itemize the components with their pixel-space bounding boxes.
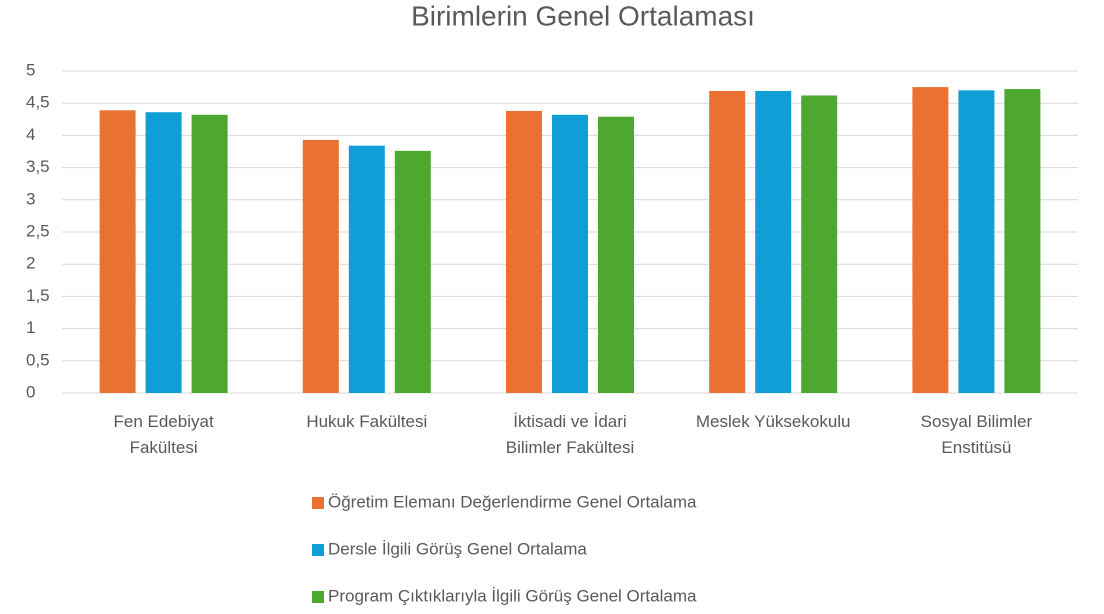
legend-swatch	[312, 544, 324, 556]
legend-swatch	[312, 497, 324, 509]
legend-label: Program Çıktıklarıyla İlgili Görüş Genel…	[328, 586, 697, 605]
x-tick-label: İktisadi ve İdari Bilimler Fakültesi	[505, 412, 635, 457]
y-tick-label: 3	[26, 189, 35, 208]
x-tick-label: Sosyal Bilimler Enstitüsü	[920, 412, 1033, 457]
legend-label: Öğretim Elemanı Değerlendirme Genel Orta…	[328, 492, 697, 511]
bar	[348, 145, 385, 393]
bar	[506, 110, 542, 393]
y-tick-label: 3,5	[26, 157, 50, 176]
bar	[709, 90, 746, 394]
legend-swatch	[312, 591, 324, 603]
bar	[552, 114, 588, 394]
y-tick-label: 5	[26, 60, 35, 79]
bar	[598, 116, 634, 393]
y-tick-label: 4	[26, 125, 35, 144]
y-tick-label: 1,5	[26, 286, 50, 305]
x-tick-label: Fen Edebiyat Fakültesi	[113, 412, 214, 457]
y-tick-label: 4,5	[26, 93, 50, 112]
bar	[755, 90, 792, 394]
bar	[1004, 89, 1041, 394]
y-tick-label: 0,5	[26, 350, 50, 369]
bar	[958, 90, 995, 393]
bar	[302, 139, 339, 393]
y-tick-label: 1	[26, 318, 35, 337]
legend-label: Dersle İlgili Görüş Genel Ortalama	[328, 539, 587, 558]
chart-title: Birimlerin Genel Ortalaması	[411, 0, 755, 31]
bar	[191, 114, 228, 394]
y-tick-label: 2	[26, 254, 35, 273]
y-tick-label: 0	[26, 382, 35, 401]
bar	[145, 112, 182, 393]
bar	[801, 95, 838, 394]
x-tick-label: Hukuk Fakültesi	[306, 412, 428, 431]
bar	[912, 87, 949, 393]
bar	[99, 110, 136, 393]
x-tick-label: Meslek Yüksekokulu	[695, 412, 851, 431]
y-tick-label: 2,5	[26, 221, 50, 240]
bar	[394, 150, 431, 393]
